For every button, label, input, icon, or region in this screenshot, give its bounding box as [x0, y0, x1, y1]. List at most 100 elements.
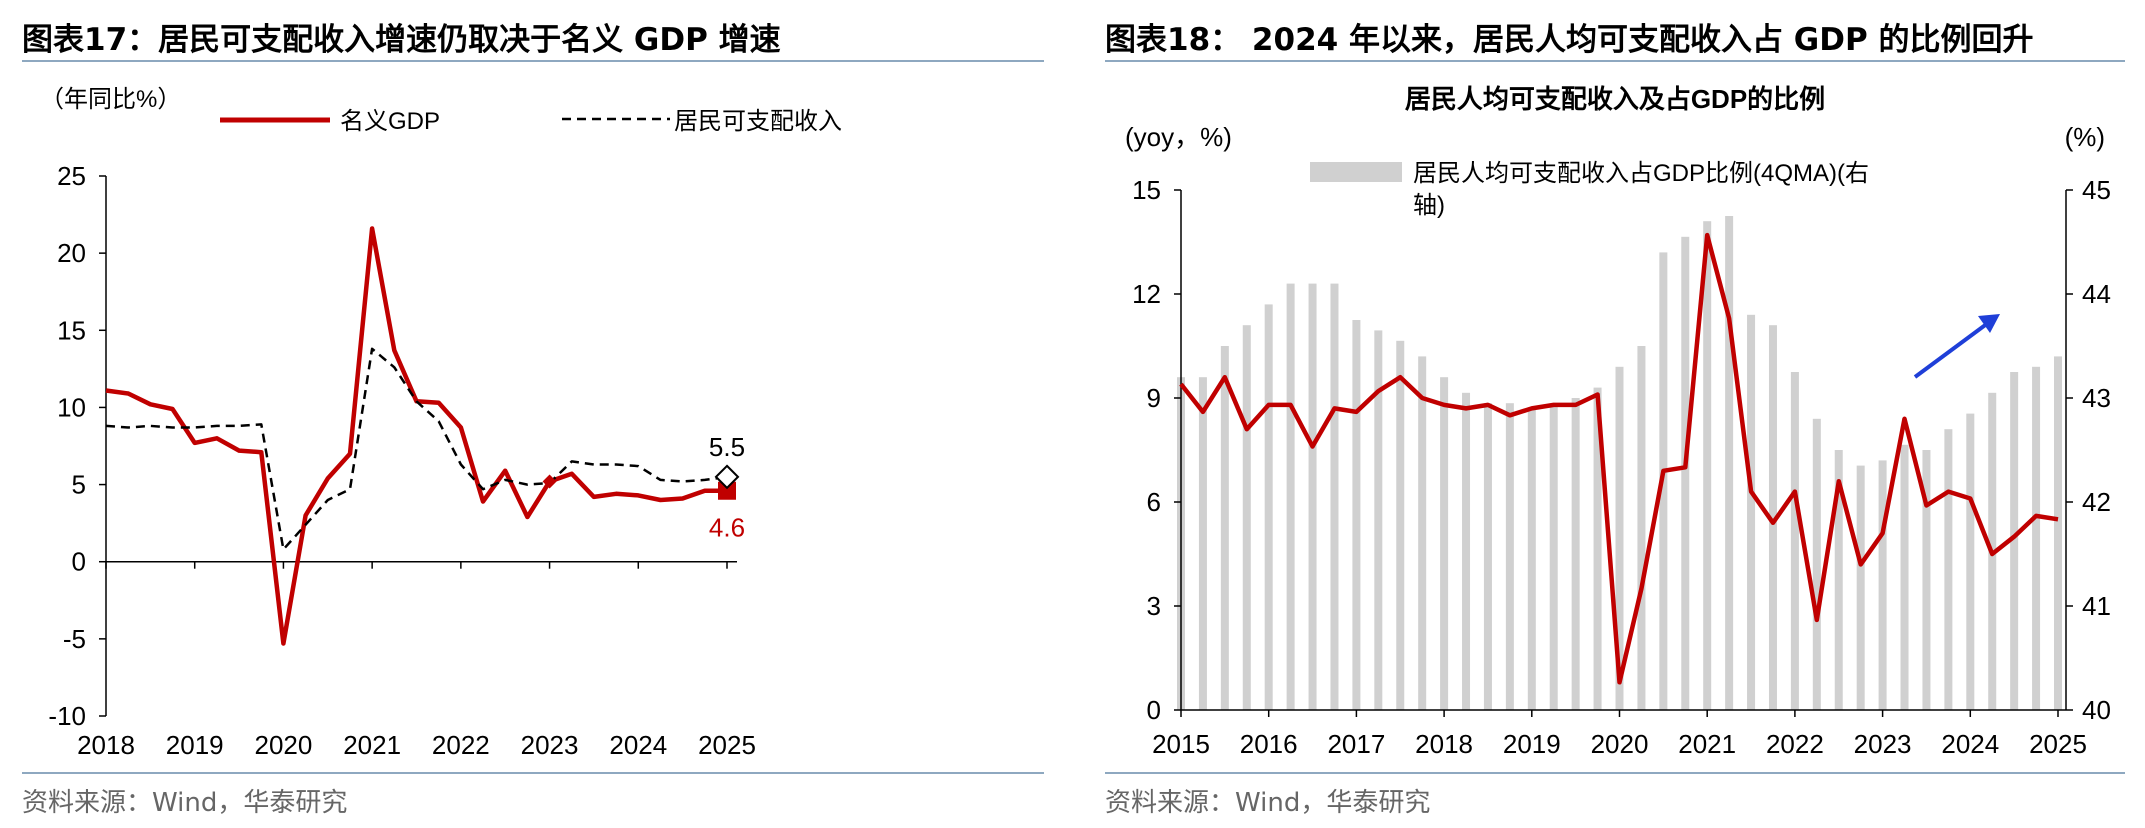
right-bar	[1856, 465, 1865, 710]
right-legend-bar-label-line2: 轴)	[1413, 192, 1445, 219]
right-bar	[1725, 216, 1734, 710]
right-x-tick-label: 2019	[1503, 729, 1561, 759]
left-title-rule	[22, 60, 1044, 62]
right-left-tick-label: 6	[1147, 487, 1161, 517]
left-source: 资料来源：Wind，华泰研究	[22, 788, 348, 818]
right-bar	[1747, 314, 1756, 710]
left-chart-title: 图表17：居民可支配收入增速仍取决于名义 GDP 增速	[22, 22, 781, 58]
right-bar	[1768, 325, 1777, 710]
right-bar	[1549, 403, 1558, 710]
right-x-tick-label: 2017	[1327, 729, 1385, 759]
left-y-tick-label: -5	[63, 624, 86, 654]
right-bar	[1505, 403, 1514, 710]
right-bar	[1900, 444, 1909, 710]
right-source-rule	[1105, 772, 2125, 774]
right-x-tick-label: 2024	[1941, 729, 1999, 759]
right-bar	[1878, 460, 1887, 710]
left-unit-label: （年同比%）	[40, 86, 181, 113]
right-bar	[1308, 283, 1317, 710]
right-bar	[1242, 325, 1251, 710]
left-x-tick-label: 2018	[77, 730, 135, 760]
right-chart-subtitle: 居民人均可支配收入及占GDP的比例	[1405, 84, 1825, 114]
left-x-tick-label: 2025	[698, 730, 756, 760]
right-x-tick-label: 2022	[1766, 729, 1824, 759]
right-left-tick-label: 9	[1147, 383, 1161, 413]
right-right-tick-label: 42	[2082, 487, 2111, 517]
right-legend-bar-label-line1: 居民人均可支配收入占GDP比例(4QMA)(右	[1413, 160, 1869, 187]
right-panel: 图表18： 2024 年以来，居民人均可支配收入占 GDP 的比例回升 居民人均…	[1105, 0, 2125, 828]
right-x-tick-label: 2018	[1415, 729, 1473, 759]
right-bar	[1922, 450, 1931, 710]
right-left-tick-label: 0	[1147, 695, 1161, 725]
right-x-tick-label: 2016	[1240, 729, 1298, 759]
right-bar	[1330, 283, 1339, 710]
right-bar	[1593, 387, 1602, 710]
right-bar	[1374, 330, 1383, 710]
right-right-tick-label: 40	[2082, 695, 2111, 725]
left-y-tick-label: 25	[57, 161, 86, 191]
right-right-tick-label: 44	[2082, 279, 2111, 309]
right-left-tick-label: 12	[1132, 279, 1161, 309]
right-bar	[1440, 377, 1449, 710]
right-chart-title: 图表18： 2024 年以来，居民人均可支配收入占 GDP 的比例回升	[1105, 22, 2034, 58]
left-panel: 图表17：居民可支配收入增速仍取决于名义 GDP 增速 （年同比%） 25 20 15…	[22, 0, 1044, 828]
right-bar	[1571, 398, 1580, 710]
right-bar	[1812, 418, 1821, 710]
right-right-axis-label: (%)	[2065, 122, 2105, 152]
right-bar	[1966, 413, 1975, 710]
right-right-tick-label: 41	[2082, 591, 2111, 621]
right-x-tick-label: 2015	[1152, 729, 1210, 759]
right-right-tick-label: 43	[2082, 383, 2111, 413]
right-right-tick-label: 45	[2082, 175, 2111, 205]
right-x-tick-label: 2020	[1591, 729, 1649, 759]
left-series-income-line	[105, 347, 728, 551]
right-bar	[1834, 450, 1843, 710]
left-legend-income-label: 居民可支配收入	[674, 108, 842, 135]
left-income-end-marker	[714, 464, 740, 490]
left-annotation: 5.5	[709, 432, 745, 462]
left-y-tick-label: 15	[57, 315, 86, 345]
left-annotation: 4.6	[709, 513, 745, 543]
left-x-tick-label: 2020	[255, 730, 313, 760]
right-trend-arrow-head	[1978, 314, 2000, 333]
right-bar	[1527, 408, 1536, 710]
left-legend-gdp-label: 名义GDP	[340, 108, 440, 135]
left-y-tick-label: 20	[57, 238, 86, 268]
left-x-tick-label: 2023	[521, 730, 579, 760]
right-bar	[1615, 366, 1624, 710]
left-y-tick-label: 0	[72, 547, 86, 577]
right-bar	[1483, 403, 1492, 710]
right-x-tick-label: 2021	[1678, 729, 1736, 759]
left-source-rule	[22, 772, 1044, 774]
left-y-tick-label: 10	[57, 392, 86, 422]
right-trend-arrow-shaft	[1913, 321, 1990, 379]
right-bar	[1681, 236, 1690, 711]
right-legend-bar-swatch	[1310, 162, 1402, 182]
right-left-tick-label: 15	[1132, 175, 1161, 205]
right-bar	[1396, 340, 1405, 710]
left-y-tick-label: -10	[48, 701, 86, 731]
right-left-axis-label: (yoy，%)	[1125, 122, 1232, 152]
right-bar	[1352, 320, 1361, 710]
right-title-rule	[1105, 60, 2125, 62]
right-bar	[1637, 346, 1646, 710]
left-x-tick-label: 2022	[432, 730, 490, 760]
right-left-tick-label: 3	[1147, 591, 1161, 621]
right-bar	[1286, 283, 1295, 710]
right-bar	[2010, 372, 2019, 710]
right-bar	[2032, 366, 2041, 710]
left-gdp-marker-diamond	[542, 474, 557, 489]
right-bar	[1944, 429, 1953, 710]
right-bar	[1198, 377, 1207, 710]
right-bar	[1220, 346, 1229, 710]
right-income-yoy-line	[1179, 232, 2059, 685]
left-series-gdp-line	[105, 226, 727, 646]
right-bar	[1462, 392, 1471, 710]
left-x-tick-label: 2021	[343, 730, 401, 760]
right-bar	[1790, 372, 1799, 710]
right-bar	[1703, 221, 1712, 710]
right-chart: 居民人均可支配收入及占GDP的比例 (yoy，%) (%) 15 12 9 6 3 0 45 44 4…	[1125, 84, 2111, 759]
left-x-tick-label: 2024	[609, 730, 667, 760]
left-gdp-end-marker	[718, 481, 736, 500]
right-bar	[1264, 304, 1273, 710]
